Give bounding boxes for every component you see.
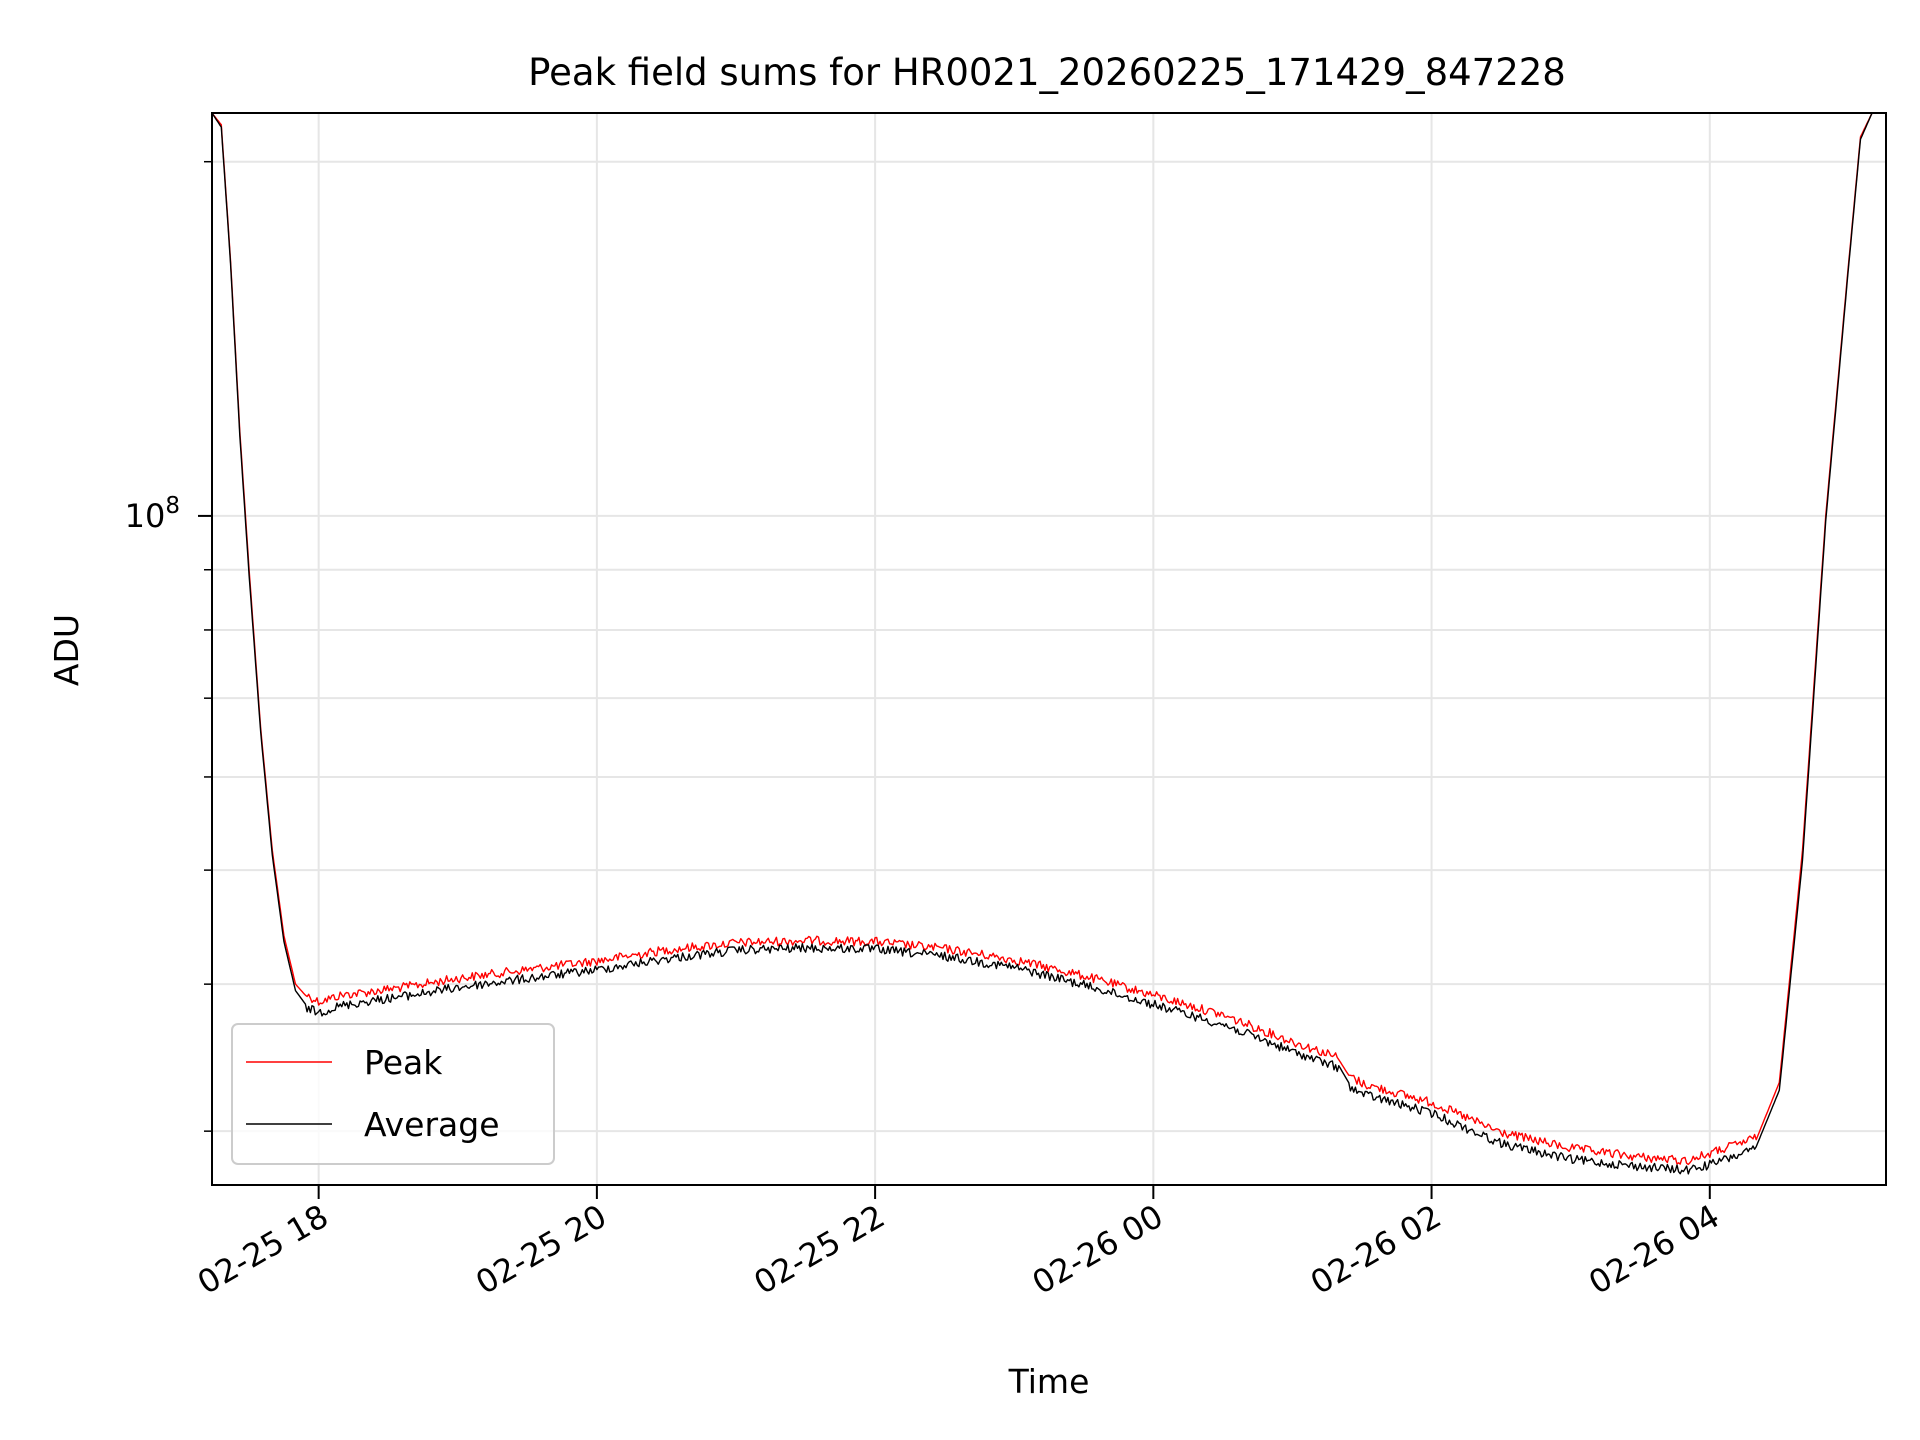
chart-title: Peak field sums for HR0021_20260225_1714…	[528, 51, 1566, 94]
grid-lines	[212, 113, 1886, 1185]
series-line-peak	[211, 112, 1886, 1166]
plot-area-frame	[211, 112, 1887, 1186]
y-tick-label-base: 10	[125, 497, 166, 535]
y-tick-label-1e8: 108	[125, 493, 180, 535]
legend-label-average: Average	[364, 1105, 500, 1144]
y-tick-label-exponent: 8	[165, 493, 180, 519]
legend-box	[231, 1023, 555, 1165]
axis-ticks	[198, 160, 1711, 1199]
legend-label-peak: Peak	[364, 1043, 443, 1082]
y-axis-label: ADU	[47, 614, 86, 686]
legend: Peak Average	[231, 1023, 555, 1165]
series-lines	[211, 112, 1886, 1175]
series-line-average	[211, 112, 1886, 1175]
x-axis-label: Time	[1008, 1362, 1090, 1401]
